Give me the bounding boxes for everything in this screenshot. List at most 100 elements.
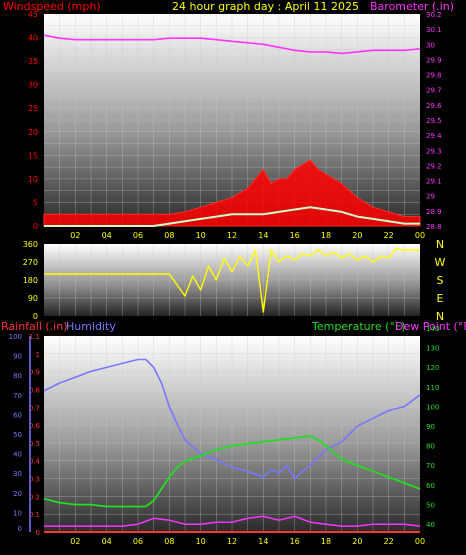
rainfall-axis-title: Rainfall (.in) [1, 320, 68, 333]
rainfall-tick-label: 0.8 [29, 386, 40, 394]
temperature-tick-label: 40 [426, 521, 435, 529]
temperature-tick-label: 110 [426, 384, 439, 392]
panel-wind-barometer: 02 04 06 08 10 12 14 16 18 20 22 000510152025303540… [28, 10, 442, 240]
y-right-tick-label: 29.1 [426, 178, 442, 186]
humidity-tick-label: 0 [18, 525, 22, 533]
temperature-tick-label: 120 [426, 364, 439, 372]
y-right-tick-label: 28.8 [426, 223, 442, 231]
x-tick-label: 02 [70, 537, 80, 546]
y-right-tick-label: 29.3 [426, 147, 442, 155]
humidity-tick-label: 50 [13, 431, 22, 439]
humidity-tick-label: 30 [13, 470, 22, 478]
x-tick-label: 04 [102, 231, 112, 240]
y-right-tick-label: 30.2 [426, 11, 442, 19]
panel-3-ticks: 02 04 06 08 10 12 14 16 18 20 22 000102030405060708… [9, 325, 440, 546]
panel-1-series [43, 34, 421, 227]
rainfall-tick-label: 0.6 [29, 422, 41, 430]
x-tick-label: 10 [196, 537, 206, 546]
temperature-axis-title: Temperature (°F) [311, 320, 406, 333]
temperature-tick-label: 100 [426, 403, 439, 411]
x-tick-label: 06 [133, 231, 143, 240]
y-left-tick-label: 30 [28, 81, 38, 90]
humidity-tick-label: 40 [13, 451, 22, 459]
y-right-tick-label: 30.1 [426, 26, 442, 34]
temperature-tick-label: 130 [426, 345, 439, 353]
y-left-tick-label: 15 [28, 151, 38, 160]
x-tick-label: 16 [290, 537, 300, 546]
x-tick-label: 12 [227, 537, 237, 546]
x-tick-label: 20 [352, 537, 362, 546]
compass-label: E [437, 292, 444, 305]
rainfall-tick-label: 0.4 [29, 458, 41, 466]
y-left-tick-label: 40 [28, 34, 38, 43]
direction-tick-label: 90 [28, 294, 38, 303]
x-tick-label: 18 [321, 231, 331, 240]
y-left-tick-label: 20 [28, 128, 38, 137]
rainfall-tick-label: 0.3 [29, 476, 40, 484]
wind-direction-line [44, 247, 420, 313]
direction-tick-label: 0 [33, 312, 38, 321]
temperature-tick-label: 90 [426, 423, 435, 431]
panel-3-grid [44, 336, 420, 532]
y-right-tick-label: 29.2 [426, 162, 442, 170]
y-right-tick-label: 29.7 [426, 87, 442, 95]
panel-2-series [44, 247, 420, 313]
y-left-tick-label: 45 [28, 10, 38, 19]
humidity-tick-label: 80 [13, 372, 22, 380]
rainfall-tick-label: 1 [36, 351, 40, 359]
humidity-tick-label: 10 [13, 509, 22, 517]
rainfall-tick-label: 1.1 [29, 333, 40, 341]
humidity-tick-label: 70 [13, 392, 22, 400]
panel-3-series [43, 358, 421, 533]
x-tick-label: 14 [258, 537, 268, 546]
rainfall-tick-label: 0.2 [29, 493, 40, 501]
y-left-tick-label: 35 [28, 57, 38, 66]
y-right-tick-label: 29.8 [426, 72, 442, 80]
x-tick-label: 00 [415, 537, 425, 546]
x-tick-label: 10 [196, 231, 206, 240]
y-right-tick-label: 29.9 [426, 56, 442, 64]
x-tick-label: 22 [384, 537, 394, 546]
right-axis-title: Barometer (.in) [370, 0, 454, 13]
dew-point-line [44, 515, 421, 527]
y-right-tick-label: 29.4 [426, 132, 442, 140]
x-tick-label: 08 [164, 537, 174, 546]
direction-tick-label: 180 [23, 276, 38, 285]
temperature-tick-label: 50 [426, 501, 435, 509]
x-tick-label: 06 [133, 537, 143, 546]
x-tick-label: 02 [70, 231, 80, 240]
compass-label: S [437, 274, 444, 287]
x-tick-label: 04 [102, 537, 112, 546]
y-right-tick-label: 30 [426, 41, 435, 49]
x-tick-label: 08 [164, 231, 174, 240]
y-right-tick-label: 29.5 [426, 117, 442, 125]
dewpoint-axis-title: Dew Point (°F) [395, 320, 466, 333]
compass-label: N [436, 310, 444, 323]
x-tick-label: 16 [290, 231, 300, 240]
y-left-tick-label: 5 [33, 198, 38, 207]
x-tick-label: 12 [227, 231, 237, 240]
humidity-axis-title: Humidity [66, 320, 116, 333]
direction-tick-label: 270 [23, 258, 38, 267]
humidity-tick-label: 60 [13, 411, 22, 419]
direction-tick-label: 360 [23, 240, 38, 249]
humidity-tick-label: 20 [13, 490, 22, 498]
temperature-tick-label: 70 [426, 462, 435, 470]
humidity-tick-label: 100 [9, 333, 22, 341]
rainfall-tick-label: 0 [36, 529, 40, 537]
barometer-line [43, 34, 421, 55]
rainfall-tick-label: 0.5 [29, 440, 40, 448]
rainfall-tick-label: 0.1 [29, 511, 40, 519]
rainfall-tick-label: 0.9 [29, 369, 40, 377]
compass-label: W [435, 256, 446, 269]
wind-average-line [44, 206, 420, 227]
chart-title: 24 hour graph day : April 11 2025 [172, 0, 359, 13]
humidity-line [43, 358, 421, 480]
left-axis-title: Windspeed (mph) [3, 0, 101, 13]
y-left-tick-label: 25 [28, 104, 38, 113]
y-left-tick-label: 0 [33, 222, 38, 231]
y-right-tick-label: 29 [426, 193, 435, 201]
